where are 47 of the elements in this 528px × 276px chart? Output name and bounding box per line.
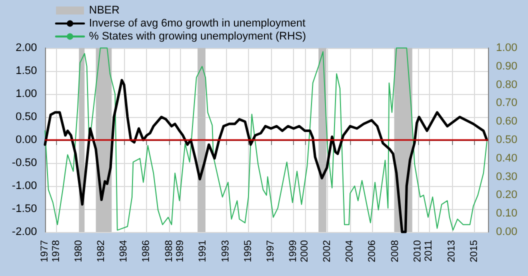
- y2-tick-label: 0.60: [496, 116, 518, 128]
- y2-tick-label: 0.20: [496, 189, 518, 202]
- y2-tick-label: 0.00: [496, 226, 518, 238]
- x-tick-label: 2013: [446, 240, 458, 262]
- x-tick-label: 1982: [96, 240, 108, 262]
- x-tick-label: 1989: [175, 240, 186, 262]
- y2-tick-label: 0.10: [496, 208, 518, 220]
- y2-tick-label: 0.80: [496, 78, 518, 91]
- x-tick-label: 2011: [424, 240, 435, 262]
- y2-tick-label: 0.70: [496, 97, 518, 110]
- y2-tick-label: 0.40: [496, 152, 518, 164]
- legend-label: % States with growing unemployment (RHS): [89, 30, 306, 42]
- legend-label: NBER: [89, 4, 120, 16]
- y-tick-label: 1.50: [16, 65, 37, 77]
- x-tick-label: 2015: [468, 240, 480, 262]
- x-tick-label: 1986: [141, 240, 152, 262]
- x-tick-label: 1991: [198, 240, 209, 262]
- x-tick-label: 1999: [288, 240, 300, 262]
- y-tick-label: 2.00: [16, 42, 37, 54]
- line-series: [44, 48, 488, 231]
- x-tick-label: 1995: [242, 240, 254, 262]
- y-tick-label: -1.50: [12, 203, 37, 215]
- line-series: [44, 78, 488, 234]
- x-tick-label: 2004: [344, 240, 356, 262]
- x-tick-label: 2006: [367, 240, 378, 262]
- x-tick-label: 1997: [266, 240, 277, 262]
- y2-tick-label: 1.00: [496, 42, 518, 54]
- x-tick-label: 2002: [322, 240, 334, 262]
- x-tick-label: 1988: [164, 240, 175, 262]
- x-tick-label: 1978: [50, 240, 62, 262]
- y-tick-label: -2.00: [12, 226, 37, 238]
- y-tick-label: -0.50: [12, 157, 37, 169]
- x-tick-label: 2010: [412, 240, 424, 262]
- y2-tick-label: 0.30: [496, 170, 518, 183]
- x-tick-label: 2000: [299, 240, 310, 262]
- x-tick-label: 1977: [40, 240, 50, 262]
- y-tick-label: 0.50: [16, 111, 37, 123]
- y-tick-label: -1.00: [12, 180, 37, 192]
- legend-label: Inverse of avg 6mo growth in unemployment: [89, 18, 306, 30]
- x-tick-label: 2008: [390, 240, 401, 262]
- y-tick-label: 0.00: [16, 134, 37, 146]
- y-tick-label: 1.00: [16, 88, 37, 100]
- x-tick-label: 1993: [220, 240, 232, 262]
- y2-tick-label: 0.50: [496, 134, 518, 146]
- y2-tick-label: 0.90: [496, 60, 518, 72]
- x-tick-label: 1984: [118, 240, 130, 262]
- x-tick-label: 1980: [73, 240, 84, 262]
